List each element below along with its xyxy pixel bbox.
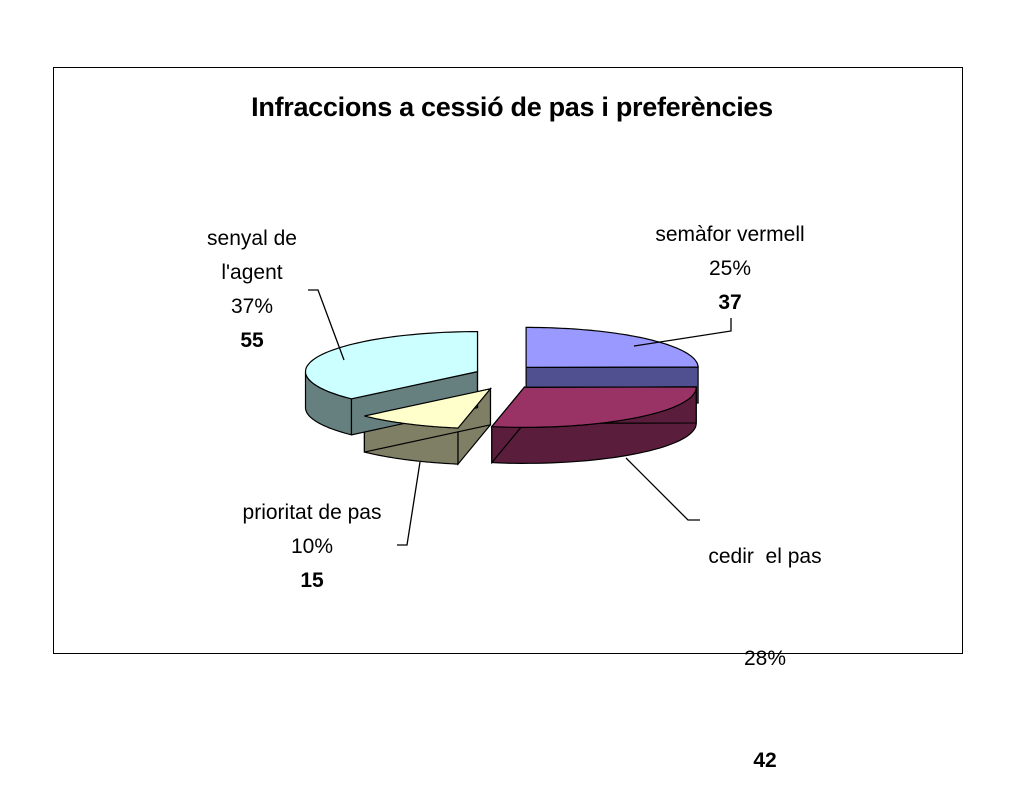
slice-semafor-vermell: [525, 326, 699, 369]
label-semafor-vermell-name: semàfor vermell: [655, 223, 805, 246]
label-prioritat-de-pas-value: 15: [300, 569, 324, 592]
label-semafor-vermell: semàfor vermell 25% 37: [630, 218, 830, 320]
label-senyal-agent-line2: l'agent: [221, 261, 283, 284]
label-prioritat-de-pas-name: prioritat de pas: [242, 501, 382, 524]
chart-frame: [53, 67, 963, 654]
leader-semafor-vermell: [633, 318, 732, 347]
leader-senyal-agent: [308, 289, 345, 361]
label-semafor-vermell-value: 37: [718, 291, 742, 314]
label-cedir-el-pas-name: cedir el pas: [708, 545, 822, 568]
label-senyal-agent-line1: senyal de: [207, 227, 297, 250]
slice-cedir-el-pas: [490, 386, 697, 428]
label-senyal-agent-value: 55: [240, 329, 264, 352]
label-cedir-el-pas-percent: 28%: [743, 647, 787, 670]
leader-cedir-el-pas: [625, 457, 700, 521]
label-cedir-el-pas: cedir el pas 28% 42: [665, 472, 865, 812]
slice-prioritat-de-pas: [364, 387, 493, 429]
chart-title: Infraccions a cessió de pas i preferènci…: [251, 92, 773, 122]
pie-slices: [304, 326, 699, 466]
label-senyal-agent: senyal de l'agent 37% 55: [152, 222, 352, 358]
label-semafor-vermell-percent: 25%: [708, 257, 752, 280]
label-cedir-el-pas-value: 42: [753, 749, 777, 772]
leader-prioritat-de-pas: [397, 461, 421, 546]
slice-senyal-agent: [304, 331, 479, 400]
label-prioritat-de-pas-percent: 10%: [290, 535, 334, 558]
label-prioritat-de-pas: prioritat de pas 10% 15: [212, 496, 412, 598]
pie-chart: [304, 289, 732, 546]
label-senyal-agent-percent: 37%: [230, 295, 274, 318]
